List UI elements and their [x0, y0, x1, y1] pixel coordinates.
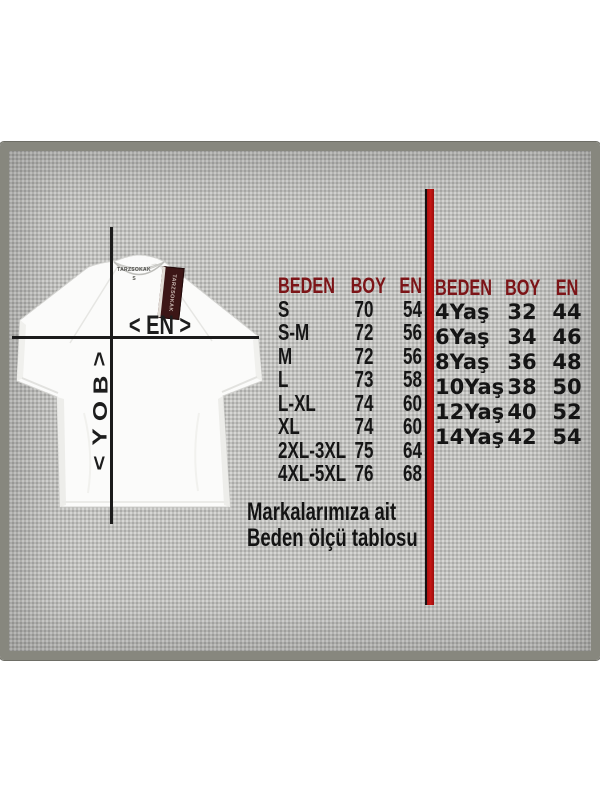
boy-letter-b: B: [88, 375, 112, 395]
table-row: 10Yaş: [435, 375, 505, 399]
table-row: L: [278, 366, 289, 392]
boy-letter-y: Y: [88, 428, 112, 446]
en-label-text: < EN >: [128, 310, 192, 340]
hang-tag-text: TARZSOKAK: [167, 274, 177, 313]
neck-label-brand: TARZSOKAK: [117, 267, 151, 273]
boy-arrow-down: >: [88, 455, 112, 471]
table-row: 4Yaş: [435, 300, 490, 324]
table-row: 4XL-5XL: [278, 460, 347, 486]
kids-col-beden: BEDEN: [435, 275, 492, 300]
table-row: 8Yaş: [435, 350, 490, 374]
table-row: M: [278, 342, 293, 369]
table-row: S: [278, 295, 290, 322]
adult-col-boy: BOY: [350, 273, 386, 298]
adult-col-beden: BEDEN: [278, 273, 335, 298]
neck-label-size: S: [132, 276, 136, 282]
adult-size-table: BEDEN BOY EN S 70 54 S-M 72 56 M 72 56 L…: [278, 273, 422, 486]
kids-col-boy: BOY: [504, 275, 541, 300]
table-row: XL: [278, 413, 300, 439]
caption-line-2: Beden ölçü tablosu: [247, 523, 418, 552]
vertical-measure-line: [110, 227, 113, 524]
table-row: 12Yaş: [435, 400, 505, 424]
boy-arrow-up: <: [88, 351, 112, 367]
width-en-label: < EN >: [110, 310, 210, 340]
table-row: 2XL-3XL: [278, 436, 347, 463]
adult-col-en: EN: [399, 273, 422, 298]
table-row: 14Yaş: [435, 425, 505, 449]
red-divider-line: [425, 189, 434, 605]
tshirt-collar: [113, 261, 165, 271]
tshirt-illustration: [16, 254, 263, 508]
tshirt-body: [16, 254, 263, 508]
caption-line-1: Markalarımıza ait: [247, 498, 397, 526]
table-row: S-M: [278, 319, 310, 345]
kids-col-en: EN: [555, 275, 579, 300]
caption: Markalarımıza ait Beden ölçü tablosu: [247, 498, 478, 552]
table-row: L-XL: [278, 389, 316, 416]
table-row: 6Yaş: [435, 325, 490, 349]
gray-panel-background: [9, 151, 591, 651]
length-boy-label: < B O Y >: [86, 346, 114, 476]
boy-letter-o: O: [88, 400, 112, 422]
kids-size-table: BEDEN BOY EN 4Yaş 32 44 6Yaş 34 46 8Yaş …: [435, 275, 582, 449]
gray-panel-frame: [0, 142, 600, 660]
horizontal-measure-line: [12, 336, 259, 339]
